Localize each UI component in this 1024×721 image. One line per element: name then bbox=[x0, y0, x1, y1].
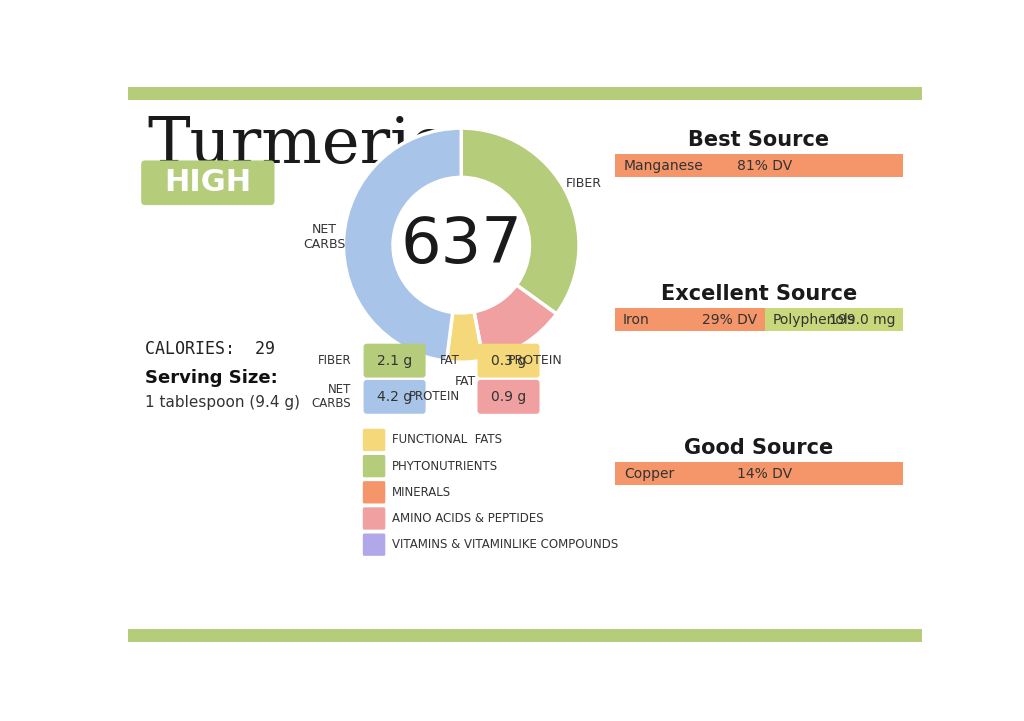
Text: Polyphenols: Polyphenols bbox=[772, 313, 855, 327]
Text: FIBER: FIBER bbox=[565, 177, 601, 190]
FancyBboxPatch shape bbox=[362, 508, 385, 530]
Text: FUNCTIONAL  FATS: FUNCTIONAL FATS bbox=[391, 433, 502, 446]
FancyBboxPatch shape bbox=[765, 309, 903, 332]
Text: 2.1 g: 2.1 g bbox=[377, 353, 413, 368]
Text: Copper: Copper bbox=[624, 466, 674, 481]
Text: FAT: FAT bbox=[455, 375, 476, 388]
Text: Manganese: Manganese bbox=[624, 159, 703, 173]
Text: 4.2 g: 4.2 g bbox=[377, 390, 413, 404]
FancyBboxPatch shape bbox=[362, 481, 385, 503]
FancyBboxPatch shape bbox=[477, 344, 540, 378]
FancyBboxPatch shape bbox=[614, 462, 903, 485]
Text: 0.3 g: 0.3 g bbox=[490, 353, 526, 368]
Text: FIBER: FIBER bbox=[317, 354, 351, 367]
Text: MINERALS: MINERALS bbox=[391, 486, 451, 499]
Circle shape bbox=[393, 177, 529, 313]
FancyBboxPatch shape bbox=[362, 429, 385, 451]
Text: PROTEIN: PROTEIN bbox=[409, 390, 460, 403]
Text: 637: 637 bbox=[400, 214, 522, 276]
Text: 29% DV: 29% DV bbox=[701, 313, 757, 327]
Text: FAT: FAT bbox=[440, 354, 460, 367]
Text: PHYTONUTRIENTS: PHYTONUTRIENTS bbox=[391, 459, 498, 473]
Text: VITAMINS & VITAMINLIKE COMPOUNDS: VITAMINS & VITAMINLIKE COMPOUNDS bbox=[391, 538, 617, 551]
Text: Iron: Iron bbox=[623, 313, 649, 327]
FancyBboxPatch shape bbox=[362, 455, 385, 477]
Text: Excellent Source: Excellent Source bbox=[660, 283, 857, 304]
Text: HIGH: HIGH bbox=[164, 168, 251, 198]
FancyBboxPatch shape bbox=[614, 154, 903, 177]
Text: CALORIES:  29: CALORIES: 29 bbox=[145, 340, 275, 358]
Text: PROTEIN: PROTEIN bbox=[507, 354, 562, 367]
Text: Serving Size:: Serving Size: bbox=[145, 369, 278, 387]
Text: 0.9 g: 0.9 g bbox=[490, 390, 526, 404]
Text: Best Source: Best Source bbox=[688, 130, 829, 150]
Wedge shape bbox=[343, 128, 461, 361]
Wedge shape bbox=[461, 128, 579, 314]
Text: CARBS: CARBS bbox=[311, 397, 351, 410]
FancyBboxPatch shape bbox=[364, 344, 426, 378]
Text: AMINO ACIDS & PEPTIDES: AMINO ACIDS & PEPTIDES bbox=[391, 512, 543, 525]
Bar bbox=[128, 87, 922, 99]
FancyBboxPatch shape bbox=[362, 534, 385, 556]
FancyBboxPatch shape bbox=[614, 309, 765, 332]
FancyBboxPatch shape bbox=[364, 380, 426, 414]
FancyBboxPatch shape bbox=[477, 380, 540, 414]
Text: NET: NET bbox=[328, 384, 351, 397]
Text: NET
CARBS: NET CARBS bbox=[303, 223, 345, 251]
Text: 199.0 mg: 199.0 mg bbox=[828, 313, 895, 327]
Text: Turmeric: Turmeric bbox=[147, 115, 446, 176]
Wedge shape bbox=[446, 311, 483, 362]
Bar bbox=[128, 629, 922, 642]
Wedge shape bbox=[474, 285, 557, 360]
Text: Good Source: Good Source bbox=[684, 438, 834, 458]
FancyBboxPatch shape bbox=[141, 161, 274, 205]
Text: 81% DV: 81% DV bbox=[737, 159, 793, 173]
Text: 14% DV: 14% DV bbox=[737, 466, 793, 481]
Text: 1 tablespoon (9.4 g): 1 tablespoon (9.4 g) bbox=[145, 396, 300, 410]
